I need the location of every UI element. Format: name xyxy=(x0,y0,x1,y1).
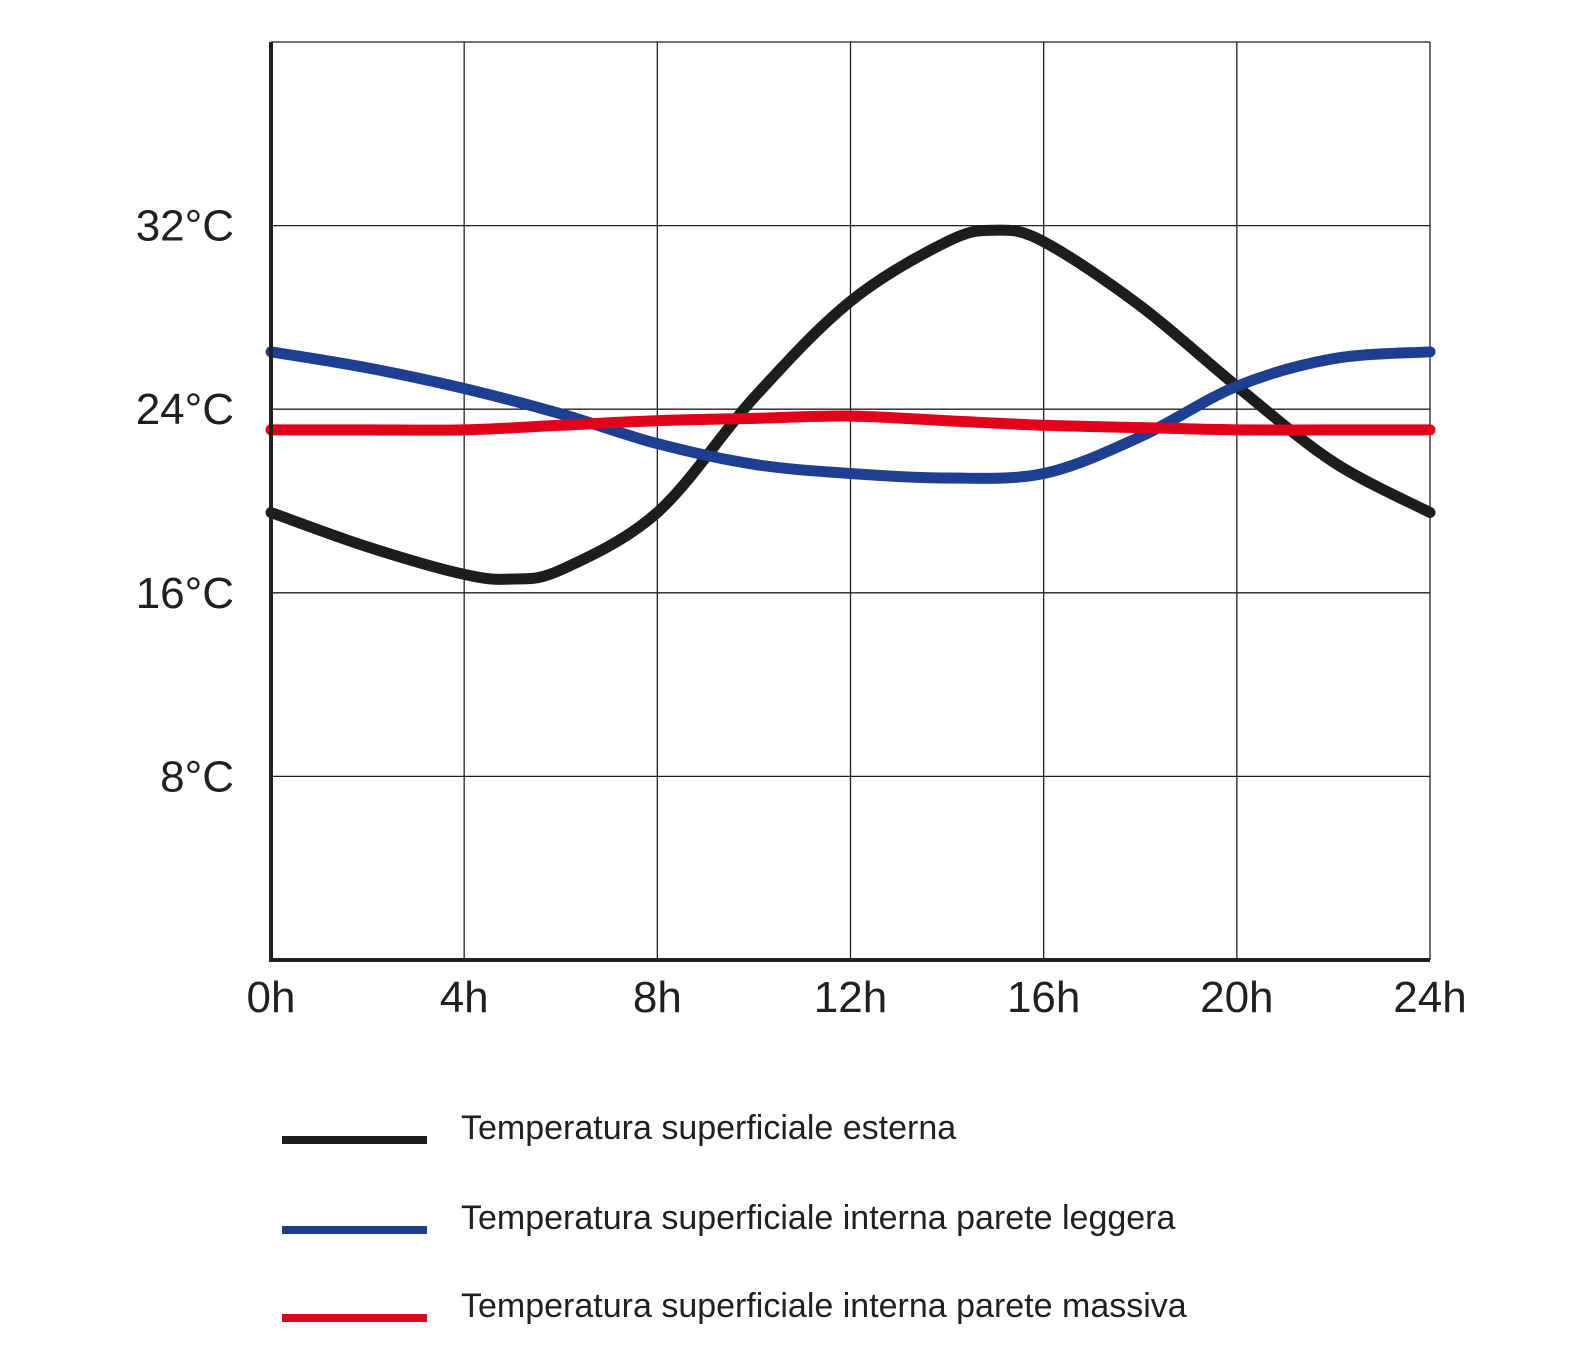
x-tick-label: 20h xyxy=(1200,973,1273,1022)
series-line-1 xyxy=(265,224,1436,585)
legend-label: Temperatura superficiale interna parete … xyxy=(461,1287,1187,1325)
series-lines xyxy=(265,224,1436,585)
axes xyxy=(269,42,1430,962)
x-tick-label: 0h xyxy=(247,973,296,1022)
x-tick-label: 12h xyxy=(814,973,887,1022)
tick-labels: 0h 4h 8h 12h 16h 20h 24h 8°C 16°C 24°C 32°C xyxy=(136,202,1467,1022)
x-tick-label: 16h xyxy=(1007,973,1080,1022)
x-tick-label: 4h xyxy=(440,973,489,1022)
legend: Temperatura superficiale esterna Temperat… xyxy=(282,1109,1187,1325)
y-tick-label: 8°C xyxy=(160,752,234,801)
x-tick-label: 24h xyxy=(1393,973,1466,1022)
y-tick-label: 16°C xyxy=(136,569,234,618)
series-line-3 xyxy=(265,410,1436,436)
legend-label: Temperatura superficiale interna parete … xyxy=(461,1199,1176,1237)
grid xyxy=(270,41,1431,960)
legend-label: Temperatura superficiale esterna xyxy=(461,1109,956,1147)
series-line-2 xyxy=(265,346,1436,484)
y-tick-label: 32°C xyxy=(136,202,234,251)
x-tick-label: 8h xyxy=(633,973,682,1022)
y-tick-label: 24°C xyxy=(136,385,234,434)
